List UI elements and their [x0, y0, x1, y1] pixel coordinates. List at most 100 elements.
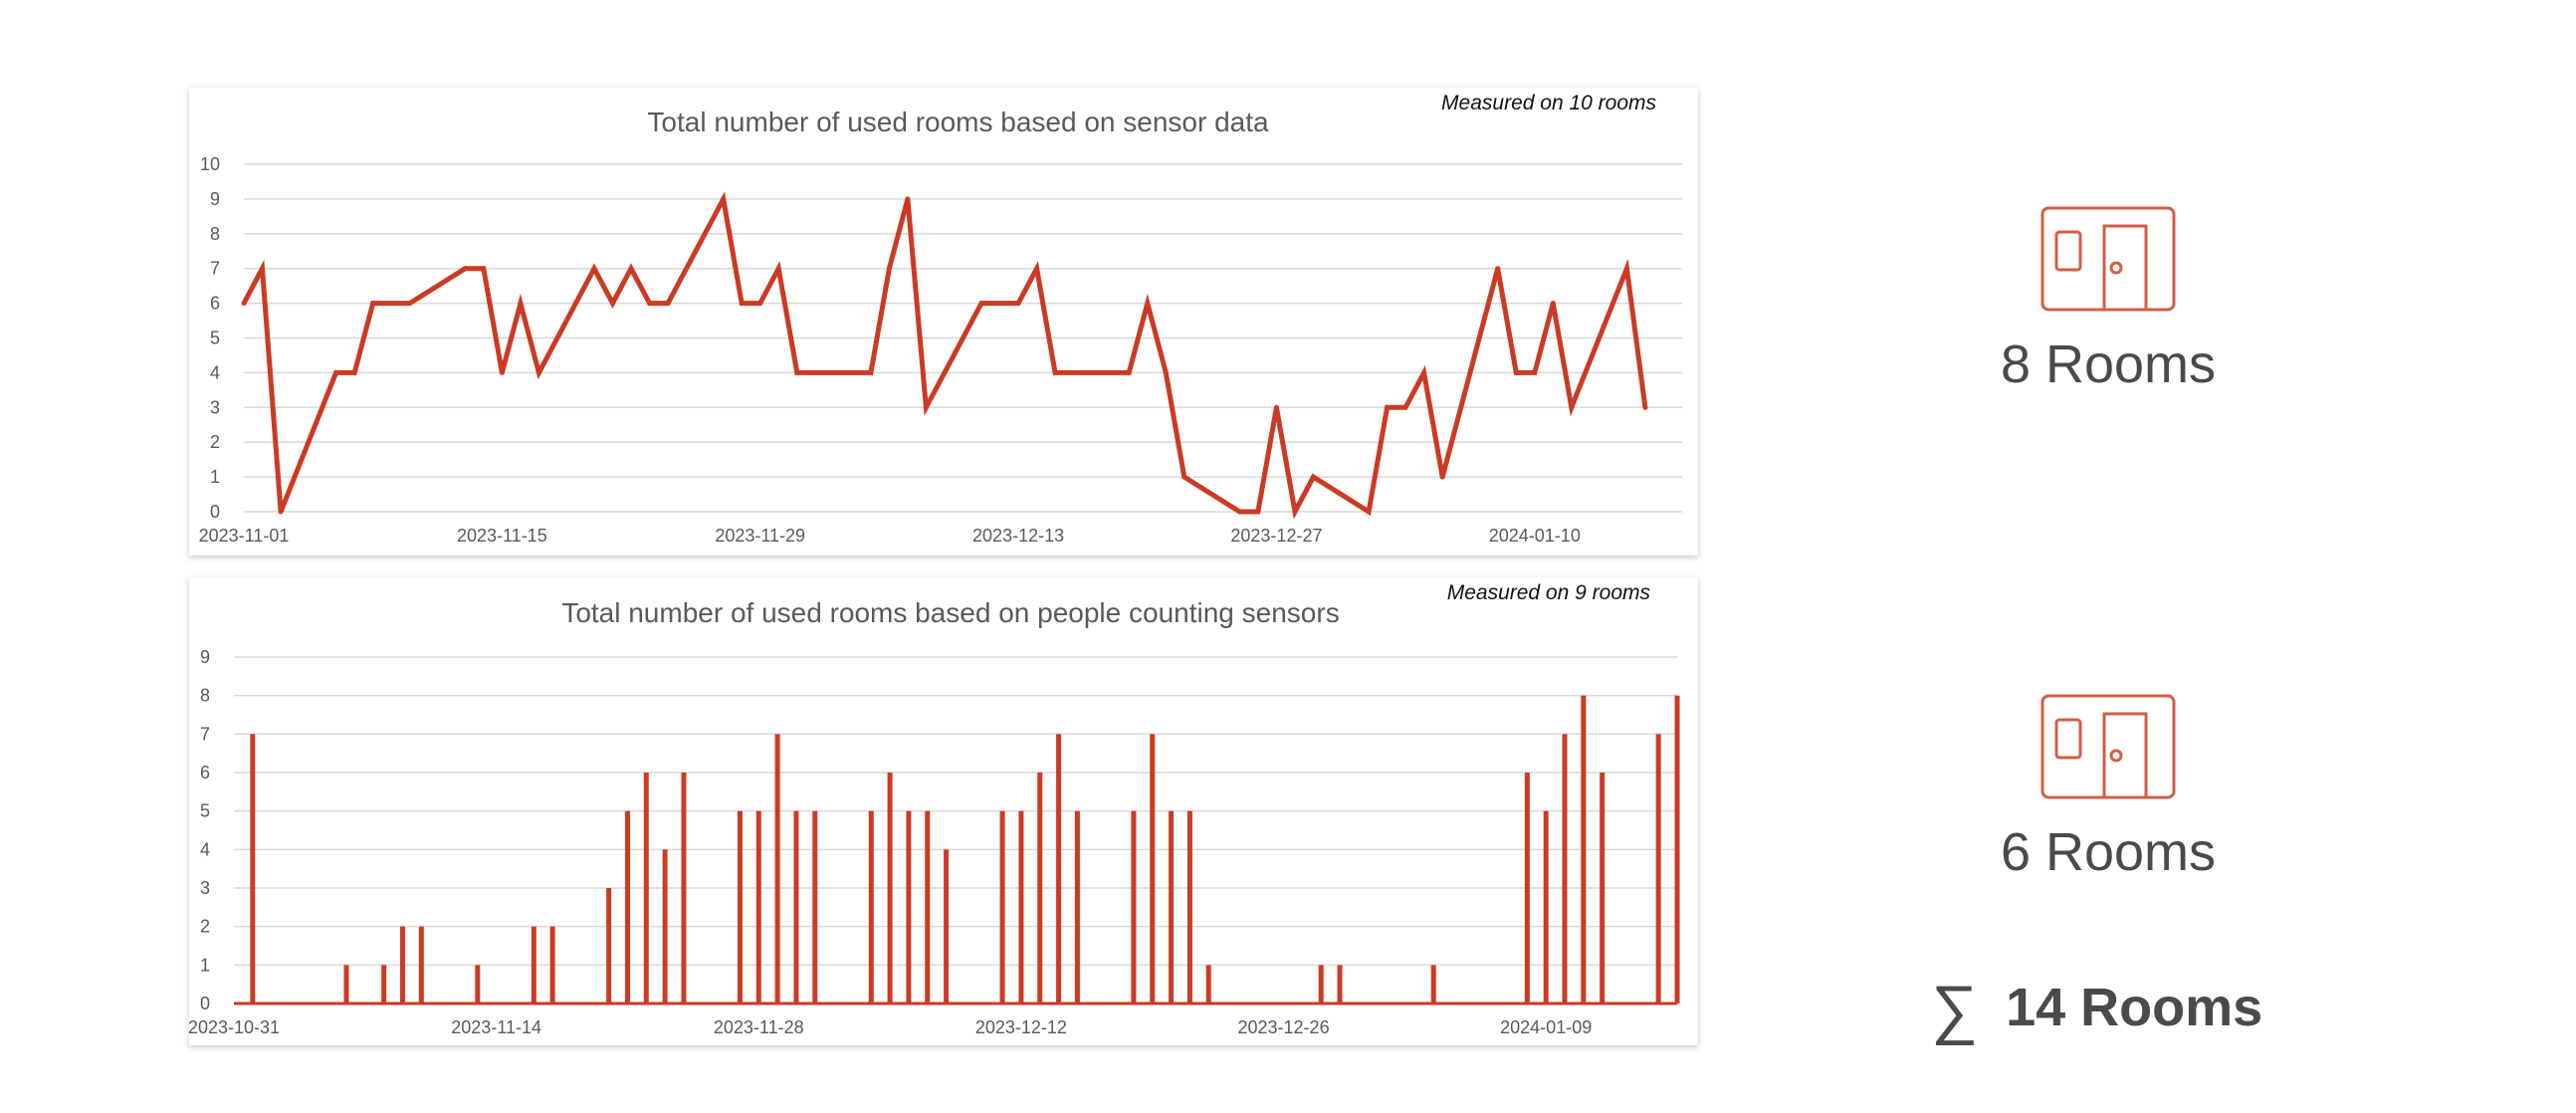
bar	[643, 773, 649, 1003]
bar	[1600, 773, 1606, 1003]
data-point	[407, 301, 413, 307]
bar	[1674, 695, 1680, 1003]
data-point	[1255, 509, 1261, 515]
bar	[944, 849, 950, 1003]
x-tick-label: 2024-01-09	[1500, 1017, 1592, 1037]
data-point	[462, 266, 468, 272]
y-tick-label: 5	[210, 329, 220, 348]
bar	[774, 734, 780, 1003]
data-point	[1513, 369, 1519, 375]
bar	[1018, 810, 1024, 1003]
bar	[1186, 810, 1192, 1003]
x-tick-label: 2023-11-14	[451, 1017, 541, 1037]
x-tick-label: 2023-12-27	[1230, 526, 1322, 546]
x-tick-label: 2023-11-29	[715, 526, 805, 546]
data-point	[241, 301, 247, 307]
data-point	[1236, 509, 1242, 515]
data-point	[1034, 266, 1040, 272]
bar	[343, 965, 349, 1003]
x-tick-label: 2023-12-12	[975, 1017, 1067, 1037]
chart1-measured-note: Measured on 10 rooms	[1441, 92, 1656, 114]
data-point	[757, 301, 763, 307]
data-point	[721, 196, 727, 202]
bar	[250, 734, 256, 1003]
data-point	[1421, 369, 1427, 375]
data-point	[1623, 266, 1629, 272]
data-point	[1385, 404, 1391, 410]
data-point	[1292, 509, 1298, 515]
data-point	[665, 301, 671, 307]
y-tick-label: 1	[210, 467, 220, 487]
y-tick-label: 9	[200, 647, 210, 667]
data-point	[647, 301, 653, 307]
data-point	[610, 301, 616, 307]
sensor-data-chart-panel: Total number of used rooms based on sens…	[189, 88, 1698, 556]
bar	[737, 810, 743, 1003]
bar	[381, 965, 387, 1003]
bar	[1430, 965, 1436, 1003]
data-point	[1569, 404, 1575, 410]
total-rooms: ∑ 14 Rooms	[1931, 971, 2262, 1046]
bar	[1524, 773, 1530, 1003]
y-tick-label: 3	[200, 878, 210, 898]
chart-title: Total number of used rooms based on sens…	[647, 107, 1269, 137]
bar	[925, 810, 931, 1003]
y-tick-label: 4	[200, 839, 210, 859]
data-point	[333, 369, 339, 375]
chart-title: Total number of used rooms based on peop…	[561, 597, 1339, 628]
bar	[1131, 810, 1137, 1003]
data-point	[499, 369, 505, 375]
data-point	[1642, 404, 1648, 410]
y-tick-label: 0	[210, 502, 220, 522]
bar	[887, 773, 893, 1003]
bar	[812, 810, 818, 1003]
bar	[606, 888, 612, 1003]
bar	[475, 965, 481, 1003]
chart2-measured-note: Measured on 9 rooms	[1446, 581, 1650, 604]
x-tick-label: 2023-11-28	[714, 1017, 804, 1037]
x-tick-label: 2024-01-10	[1489, 526, 1581, 546]
counting-rooms-count: 6 Rooms	[2000, 822, 2217, 882]
data-point	[351, 369, 357, 375]
x-tick-label: 2023-11-15	[457, 526, 547, 546]
bar	[793, 810, 799, 1003]
sensor-rooms-summary: 8 Rooms	[1919, 204, 2297, 395]
bar	[531, 926, 537, 1003]
bar	[906, 810, 912, 1003]
data-point	[1550, 301, 1556, 307]
sensor-rooms-count: 8 Rooms	[2000, 334, 2217, 394]
data-point	[536, 369, 541, 375]
data-point	[923, 404, 929, 410]
data-point	[260, 266, 266, 272]
bar	[999, 810, 1005, 1003]
x-tick-label: 2023-12-26	[1238, 1017, 1330, 1037]
bar	[1205, 965, 1211, 1003]
bar	[1562, 734, 1568, 1003]
bar	[1056, 734, 1062, 1003]
data-point	[370, 301, 376, 307]
bar	[1337, 965, 1343, 1003]
y-tick-label: 4	[210, 362, 220, 382]
y-tick-label: 8	[200, 686, 210, 706]
bar	[418, 926, 424, 1003]
y-tick-label: 9	[210, 189, 220, 209]
y-tick-label: 2	[200, 917, 210, 937]
bar	[1074, 810, 1080, 1003]
people-counting-bar-chart: Total number of used rooms based on peop…	[189, 597, 1680, 1037]
total-rooms-value: 14 Rooms	[2006, 978, 2263, 1037]
bar	[1318, 965, 1324, 1003]
data-point	[1145, 301, 1151, 307]
x-tick-label: 2023-10-31	[189, 1017, 280, 1037]
x-tick-label: 2023-12-13	[972, 526, 1064, 546]
bar	[1169, 810, 1175, 1003]
bar	[1150, 734, 1156, 1003]
data-point	[1181, 474, 1187, 480]
bar	[399, 926, 405, 1003]
y-tick-label: 10	[200, 154, 220, 174]
sigma-icon: ∑	[1931, 972, 1979, 1045]
y-tick-label: 0	[200, 994, 210, 1013]
y-tick-label: 8	[210, 224, 220, 244]
data-point	[1439, 474, 1445, 480]
data-point	[1015, 301, 1021, 307]
data-point	[794, 369, 800, 375]
